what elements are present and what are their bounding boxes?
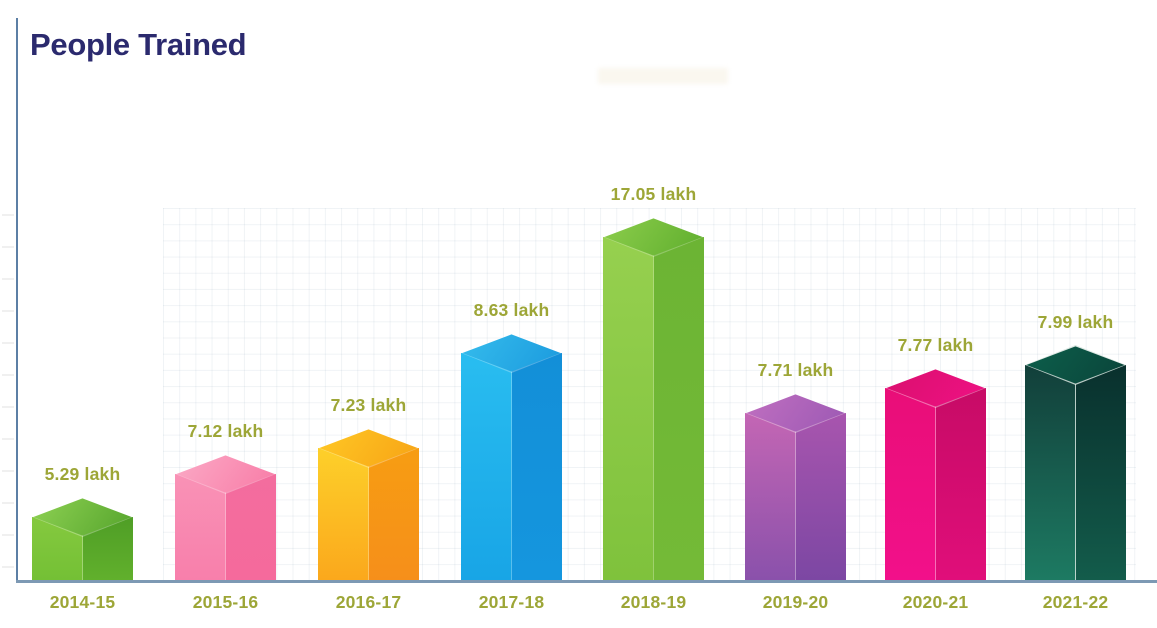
bar-body-2019-20: [745, 413, 846, 580]
category-label-2015-16: 2015-16: [192, 592, 259, 612]
category-label-2018-19: 2018-19: [620, 592, 687, 612]
bar-front-edge: [794, 431, 797, 580]
bar-left-face: [885, 388, 936, 580]
y-axis-tick: [2, 502, 14, 504]
value-label-2019-20: 7.71 lakh: [757, 360, 834, 380]
y-axis-tick: [2, 438, 14, 440]
bar-front-edge: [224, 492, 227, 580]
x-axis-line: [16, 580, 1157, 583]
y-axis-tick: [2, 246, 14, 248]
category-label-2014-15: 2014-15: [49, 592, 116, 612]
bar-front-edge: [81, 535, 84, 580]
bar-body-2021-22: [1025, 365, 1126, 580]
y-axis-tick: [2, 470, 14, 472]
value-label-2016-17: 7.23 lakh: [330, 395, 407, 415]
faint-watermark-smudge: [598, 68, 728, 84]
bar-right-face: [511, 353, 562, 580]
bar-body-2018-19: [603, 237, 704, 580]
y-axis-line: [16, 18, 18, 583]
category-label-2021-22: 2021-22: [1042, 592, 1109, 612]
category-label-2019-20: 2019-20: [762, 592, 829, 612]
bar-front-edge: [367, 466, 370, 580]
bar-left-face: [1025, 365, 1076, 580]
y-axis-tick: [2, 214, 14, 216]
bar-left-face: [318, 448, 369, 580]
category-label-2020-21: 2020-21: [902, 592, 969, 612]
chart-title: People Trained: [30, 26, 247, 62]
bar-right-face: [935, 388, 986, 580]
bar-right-face: [225, 474, 276, 580]
bar-left-face: [603, 237, 654, 580]
value-label-2017-18: 8.63 lakh: [473, 300, 550, 320]
y-axis-tick: [2, 342, 14, 344]
value-label-2015-16: 7.12 lakh: [187, 421, 264, 441]
category-label-2016-17: 2016-17: [335, 592, 402, 612]
bar-right-face: [653, 237, 704, 580]
bar-body-2015-16: [175, 474, 276, 580]
bar-body-2016-17: [318, 448, 419, 580]
y-axis-tick: [2, 406, 14, 408]
bar-body-2020-21: [885, 388, 986, 580]
value-label-2014-15: 5.29 lakh: [44, 464, 121, 484]
bar-right-face: [1075, 365, 1126, 580]
bar-right-face: [795, 413, 846, 580]
y-axis-tick: [2, 566, 14, 568]
bar-front-edge: [1074, 383, 1077, 580]
y-axis-tick: [2, 310, 14, 312]
bar-left-face: [175, 474, 226, 580]
value-label-2018-19: 17.05 lakh: [610, 184, 697, 204]
bar-front-edge: [510, 371, 513, 580]
bar-front-edge: [652, 255, 655, 580]
bar-left-face: [461, 353, 512, 580]
bar-left-face: [745, 413, 796, 580]
bar-body-2017-18: [461, 353, 562, 580]
value-label-2020-21: 7.77 lakh: [897, 335, 974, 355]
y-axis-tick: [2, 278, 14, 280]
y-axis-tick: [2, 534, 14, 536]
bar-front-edge: [934, 406, 937, 580]
value-label-2021-22: 7.99 lakh: [1037, 312, 1114, 332]
category-label-2017-18: 2017-18: [478, 592, 545, 612]
bar-right-face: [368, 448, 419, 580]
y-axis-tick: [2, 374, 14, 376]
